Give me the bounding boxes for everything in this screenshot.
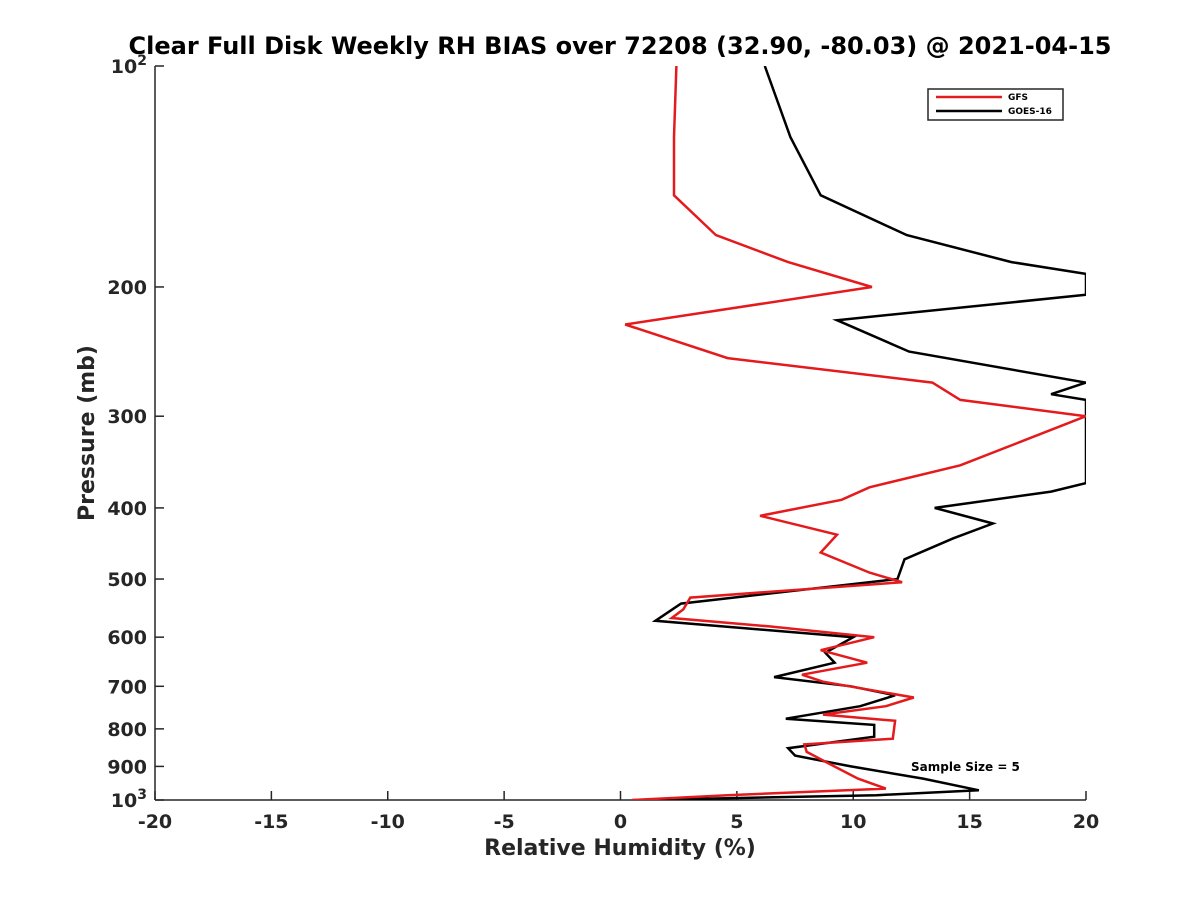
x-tick-label: -10 <box>371 811 405 833</box>
x-tick-label: 0 <box>614 811 627 833</box>
legend-label-gfs: GFS <box>1008 93 1028 103</box>
y-tick-label: 600 <box>107 627 147 649</box>
y-tick-label: 300 <box>107 406 147 428</box>
y-tick-label: 200 <box>107 277 147 299</box>
y-tick-label: 800 <box>107 719 147 741</box>
chart-title: Clear Full Disk Weekly RH BIAS over 7220… <box>129 32 1112 60</box>
x-tick-label: 15 <box>956 811 982 833</box>
legend: GFS GOES-16 <box>927 88 1064 121</box>
series-line-gfs <box>624 66 1086 800</box>
x-axis-label: Relative Humidity (%) <box>484 836 756 861</box>
y-tick-label: 102 <box>111 53 147 78</box>
legend-box <box>927 88 1064 121</box>
y-axis-label: Pressure (mb) <box>75 345 100 521</box>
plot-axes: -20 -15 -10 -5 0 5 10 15 20 102 200 300 400 500 600 700… <box>107 53 1099 833</box>
legend-label-goes-16: GOES-16 <box>1008 107 1052 117</box>
x-tick-label: -5 <box>494 811 515 833</box>
y-tick-label: 700 <box>107 676 147 698</box>
series-layer <box>624 66 1086 800</box>
y-tick-label: 900 <box>107 756 147 778</box>
sample-size-annotation: Sample Size = 5 <box>911 760 1020 774</box>
y-tick-label: 103 <box>111 787 147 812</box>
x-tick-label: -20 <box>138 811 172 833</box>
y-tick-label: 400 <box>107 498 147 520</box>
x-tick-label: 5 <box>730 811 743 833</box>
x-tick-label: -15 <box>254 811 288 833</box>
x-tick-label: 20 <box>1073 811 1099 833</box>
x-tick-label: 10 <box>840 811 866 833</box>
y-tick-label: 500 <box>107 569 147 591</box>
